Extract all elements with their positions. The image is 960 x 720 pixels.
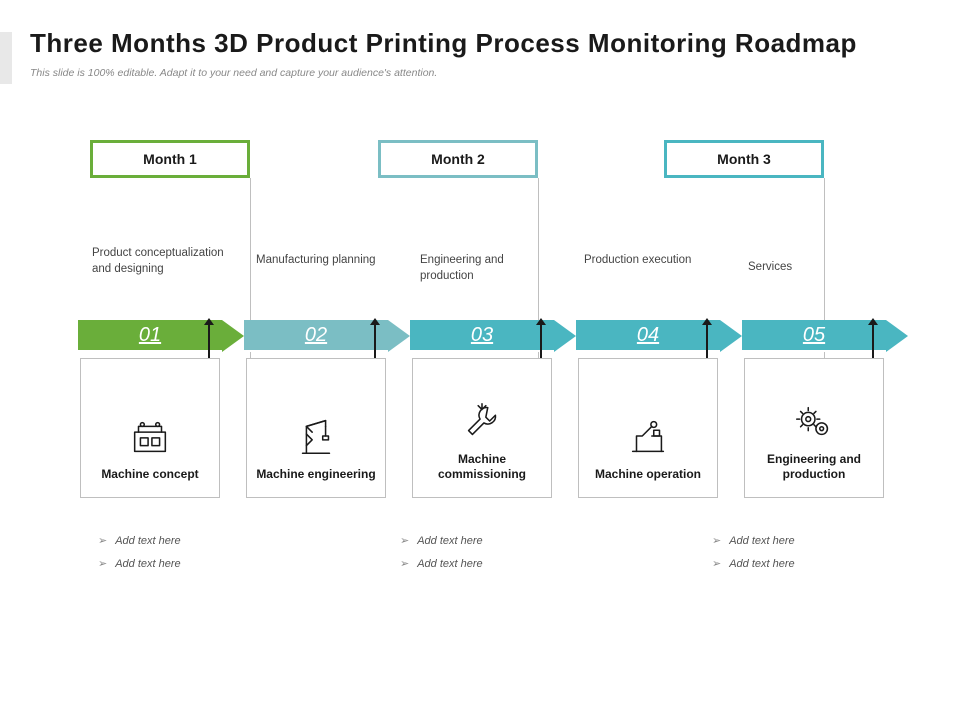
connector-05 <box>872 324 874 358</box>
arrow-head-icon <box>388 320 410 352</box>
step-card-04: Machine operation <box>578 358 718 498</box>
bullet-line: Add text here <box>712 530 795 553</box>
bullet-line: Add text here <box>98 553 181 576</box>
step-card-02: Machine engineering <box>246 358 386 498</box>
step-card-03: Machine commissioning <box>412 358 552 498</box>
step-card-label-02: Machine engineering <box>256 467 375 483</box>
bullet-line: Add text here <box>400 530 483 553</box>
step-number-02: 02 <box>244 320 388 352</box>
arrow-head-icon <box>554 320 576 352</box>
step-card-label-04: Machine operation <box>595 467 701 483</box>
bullet-group-2: Add text hereAdd text here <box>400 530 483 576</box>
step-arrow-03: 03 <box>410 320 576 352</box>
bullet-line: Add text here <box>712 553 795 576</box>
step-card-05: Engineering and production <box>744 358 884 498</box>
month-box-2: Month 2 <box>378 140 538 178</box>
step-number-04: 04 <box>576 320 720 352</box>
concept-icon <box>127 413 173 459</box>
step-number-03: 03 <box>410 320 554 352</box>
step-card-label-05: Engineering and production <box>753 452 875 483</box>
step-number-01: 01 <box>78 320 222 352</box>
step-arrow-04: 04 <box>576 320 742 352</box>
roadmap-canvas: Month 1 Month 2 Month 3 Product conceptuali… <box>0 0 960 720</box>
gears-icon <box>791 398 837 444</box>
month-box-1: Month 1 <box>90 140 250 178</box>
connector-02 <box>374 324 376 358</box>
robot-icon <box>625 413 671 459</box>
bullet-line: Add text here <box>98 530 181 553</box>
step-number-05: 05 <box>742 320 886 352</box>
step-card-label-01: Machine concept <box>101 467 198 483</box>
phase-description-1: Product conceptualization and designing <box>92 246 232 277</box>
connector-03 <box>540 324 542 358</box>
bullet-group-1: Add text hereAdd text here <box>98 530 181 576</box>
connector-04 <box>706 324 708 358</box>
wrench-icon <box>459 398 505 444</box>
month-box-3: Month 3 <box>664 140 824 178</box>
arrow-head-icon <box>222 320 244 352</box>
arrow-head-icon <box>886 320 908 352</box>
phase-description-4: Production execution <box>584 253 724 269</box>
connector-01 <box>208 324 210 358</box>
step-card-01: Machine concept <box>80 358 220 498</box>
phase-description-2: Manufacturing planning <box>256 253 396 269</box>
step-arrow-05: 05 <box>742 320 908 352</box>
bullet-line: Add text here <box>400 553 483 576</box>
crane-icon <box>293 413 339 459</box>
bullet-group-3: Add text hereAdd text here <box>712 530 795 576</box>
phase-description-5: Services <box>748 260 888 276</box>
step-card-label-03: Machine commissioning <box>421 452 543 483</box>
step-arrow-01: 01 <box>78 320 244 352</box>
step-arrow-02: 02 <box>244 320 410 352</box>
phase-description-3: Engineering and production <box>420 253 560 284</box>
arrow-head-icon <box>720 320 742 352</box>
